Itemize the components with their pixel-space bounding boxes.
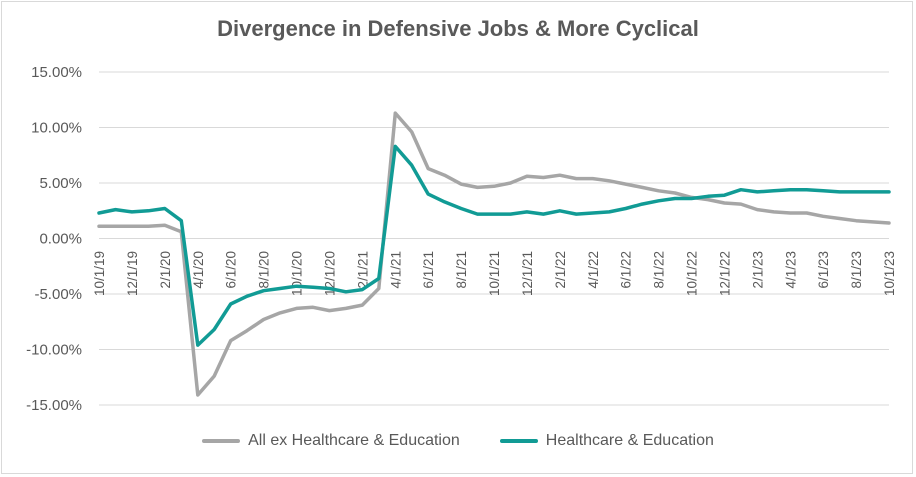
x-tick-label: 12/1/22: [717, 251, 732, 296]
legend-item-healthcare: Healthcare & Education: [499, 432, 714, 450]
x-tick-label: 10/1/20: [290, 251, 305, 296]
legend-item-all-ex: All ex Healthcare & Education: [202, 432, 460, 450]
y-tick-label: -15.00%: [26, 397, 82, 414]
x-tick-label: 8/1/23: [849, 251, 864, 289]
legend-swatch-healthcare: [499, 439, 538, 443]
x-tick-label: 10/1/22: [685, 251, 700, 296]
y-tick-label: 5.00%: [39, 175, 82, 192]
x-tick-label: 4/1/23: [783, 251, 798, 289]
y-tick-label: -5.00%: [34, 286, 82, 303]
x-tick-label: 2/1/21: [355, 251, 370, 289]
y-tick-label: -10.00%: [26, 342, 82, 359]
x-tick-label: 6/1/22: [619, 251, 634, 289]
x-tick-label: 2/1/20: [158, 251, 173, 289]
x-tick-label: 2/1/23: [750, 251, 765, 289]
x-tick-label: 12/1/19: [125, 251, 140, 296]
x-tick-label: 6/1/20: [224, 251, 239, 289]
legend-label-all-ex: All ex Healthcare & Education: [248, 432, 460, 449]
legend: All ex Healthcare & Education Healthcare…: [0, 432, 916, 450]
x-tick-label: 10/1/21: [487, 251, 502, 296]
chart-title: Divergence in Defensive Jobs & More Cycl…: [217, 16, 699, 41]
x-tick-label: 12/1/20: [322, 251, 337, 296]
x-tick-label: 12/1/21: [520, 251, 535, 296]
x-tick-label: 2/1/22: [553, 251, 568, 289]
x-tick-label: 4/1/20: [191, 251, 206, 289]
y-tick-label: 15.00%: [31, 64, 82, 81]
y-tick-label: 10.00%: [31, 120, 82, 137]
x-tick-label: 8/1/21: [454, 251, 469, 289]
x-tick-label: 10/1/19: [92, 251, 107, 296]
x-tick-label: 8/1/22: [652, 251, 667, 289]
y-tick-label: 0.00%: [39, 231, 82, 248]
x-tick-label: 6/1/23: [816, 251, 831, 289]
x-tick-label: 8/1/20: [257, 251, 272, 289]
series-line-healthcare: [97, 144, 891, 347]
x-tick-label: 4/1/22: [586, 251, 601, 289]
x-tick-label: 6/1/21: [421, 251, 436, 289]
legend-label-healthcare: Healthcare & Education: [545, 432, 714, 449]
x-tick-label: 4/1/21: [388, 251, 403, 289]
x-tick-label: 10/1/23: [882, 251, 897, 296]
legend-swatch-all-ex: [202, 439, 241, 443]
series-line-all-ex: [97, 111, 891, 397]
